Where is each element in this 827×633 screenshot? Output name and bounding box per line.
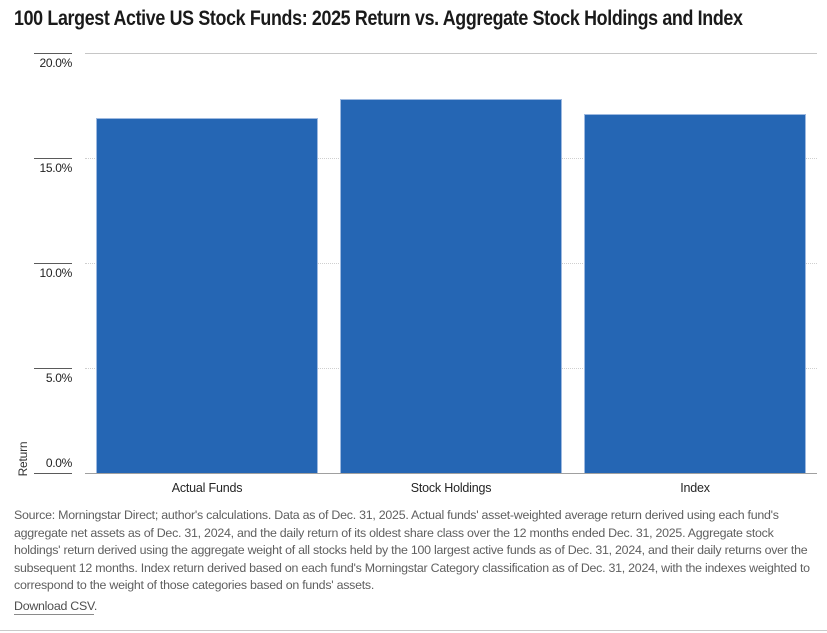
- bar-index[interactable]: [584, 114, 806, 473]
- bottom-divider: [0, 630, 827, 631]
- x-axis-line: [85, 473, 817, 474]
- chart-title: 100 Largest Active US Stock Funds: 2025 …: [14, 7, 743, 30]
- gridline-20: [85, 53, 817, 54]
- y-tick-label: 15.0%: [39, 161, 72, 175]
- download-csv-link[interactable]: Download CSV.: [14, 599, 98, 615]
- source-note: Source: Morningstar Direct; author's cal…: [14, 508, 810, 593]
- x-axis-label-stock-holdings: Stock Holdings: [410, 481, 492, 495]
- download-csv-period: .: [93, 599, 98, 613]
- y-axis-title: Return: [16, 441, 30, 477]
- x-axis-label-index: Index: [680, 481, 710, 495]
- y-tick-rule: [34, 263, 72, 264]
- x-axis-label-actual-funds: Actual Funds: [171, 481, 243, 495]
- y-tick-rule: [34, 158, 72, 159]
- bar-stock-holdings[interactable]: [340, 99, 562, 473]
- y-tick-label: 5.0%: [45, 371, 72, 385]
- y-tick-label: 20.0%: [39, 56, 72, 70]
- y-tick-label: 0.0%: [45, 456, 72, 470]
- y-tick-rule: [34, 53, 72, 54]
- bar-actual-funds[interactable]: [96, 118, 318, 473]
- download-csv-label: Download CSV: [14, 599, 94, 615]
- y-tick-rule: [34, 368, 72, 369]
- y-tick-label: 10.0%: [39, 266, 72, 280]
- y-tick-rule: [34, 473, 72, 474]
- bar-chart: Return 20.0% 15.0% 10.0% 5.0% 0.0% Actual Fun…: [16, 53, 817, 495]
